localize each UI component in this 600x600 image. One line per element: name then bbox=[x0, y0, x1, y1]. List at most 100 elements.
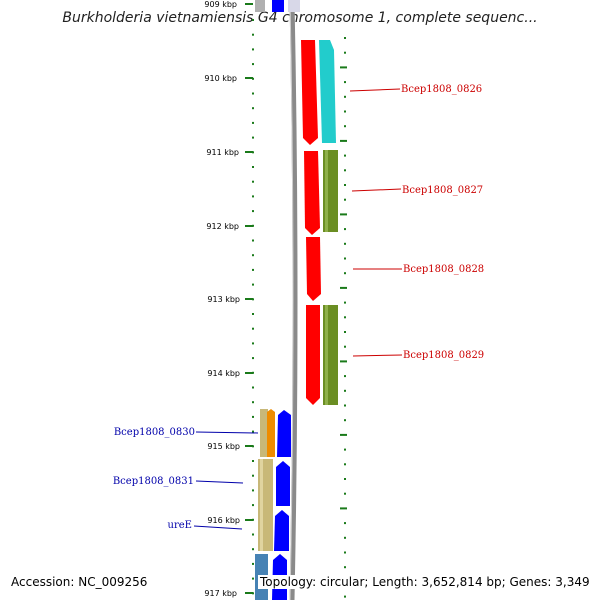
minor-tick bbox=[252, 562, 254, 565]
minor-tick bbox=[252, 239, 254, 242]
minor-tick bbox=[344, 272, 346, 275]
minor-tick bbox=[252, 107, 254, 110]
minor-tick bbox=[344, 566, 346, 569]
gene-Bcep1808_0826-red[interactable] bbox=[301, 40, 318, 145]
minor-tick bbox=[344, 463, 346, 466]
gene-feature-top-blue[interactable] bbox=[272, 0, 284, 12]
minor-tick bbox=[252, 357, 254, 360]
minor-tick bbox=[252, 415, 254, 418]
minor-tick bbox=[344, 478, 346, 480]
gene-label-Bcep1808_0826[interactable]: Bcep1808_0826 bbox=[401, 84, 482, 95]
accession-text: Accession: NC_009256 bbox=[9, 575, 150, 589]
minor-tick bbox=[344, 228, 346, 231]
minor-tick bbox=[340, 360, 347, 363]
minor-tick bbox=[252, 342, 254, 345]
minor-tick bbox=[344, 389, 346, 392]
minor-tick bbox=[344, 536, 346, 539]
minor-tick bbox=[344, 492, 346, 495]
minor-tick bbox=[344, 184, 346, 186]
minor-tick bbox=[344, 125, 346, 128]
gene-blue-2[interactable] bbox=[276, 461, 290, 506]
minor-tick bbox=[252, 504, 254, 507]
minor-tick bbox=[252, 268, 254, 271]
gene-feature-top-grey[interactable] bbox=[255, 0, 265, 12]
minor-tick bbox=[252, 577, 254, 580]
minor-tick bbox=[252, 489, 254, 492]
minor-tick bbox=[252, 92, 254, 95]
minor-tick bbox=[344, 331, 346, 333]
minor-tick bbox=[252, 121, 254, 124]
minor-tick bbox=[252, 386, 254, 389]
minor-tick bbox=[344, 51, 346, 54]
minor-tick bbox=[340, 139, 347, 142]
minor-tick bbox=[344, 345, 346, 348]
gene-label-Bcep1808_0828[interactable]: Bcep1808_0828 bbox=[403, 264, 484, 275]
minor-tick bbox=[344, 316, 346, 319]
minor-tick bbox=[252, 48, 254, 51]
gene-Bcep1808_0830-orange[interactable] bbox=[267, 409, 275, 457]
minor-tick bbox=[252, 327, 254, 330]
minor-tick bbox=[252, 474, 254, 477]
minor-tick bbox=[344, 257, 346, 260]
minor-tick bbox=[344, 154, 346, 157]
scale-minor-ticks-left bbox=[252, 19, 254, 595]
minor-tick bbox=[252, 548, 254, 551]
minor-tick bbox=[252, 19, 254, 21]
gene-label-ureE[interactable]: ureE bbox=[168, 520, 192, 531]
gene-blue-3[interactable] bbox=[274, 510, 289, 551]
gene-label-Bcep1808_0831[interactable]: Bcep1808_0831 bbox=[113, 476, 194, 487]
minor-tick bbox=[344, 375, 346, 378]
minor-tick bbox=[252, 180, 254, 183]
minor-tick bbox=[252, 254, 254, 257]
gene-Bcep1808_0829-red[interactable] bbox=[306, 305, 320, 405]
minor-tick bbox=[344, 169, 346, 172]
tick-label-912: 912 kbp bbox=[206, 222, 239, 231]
gene-feature-top-grey2[interactable] bbox=[288, 0, 300, 12]
map-title: Burkholderia vietnamiensis G4 chromosome… bbox=[62, 10, 538, 26]
gene-label-Bcep1808_0829[interactable]: Bcep1808_0829 bbox=[403, 350, 484, 361]
minor-tick bbox=[344, 301, 346, 304]
minor-tick bbox=[252, 33, 254, 36]
minor-tick bbox=[344, 37, 346, 39]
minor-tick bbox=[340, 433, 347, 436]
minor-tick bbox=[340, 286, 347, 289]
tick-label-915: 915 kbp bbox=[207, 442, 240, 451]
minor-tick bbox=[340, 507, 347, 510]
chromosome-backbone bbox=[289, 0, 298, 600]
minor-tick bbox=[344, 404, 346, 407]
gene-Bcep1808_0830-tan[interactable] bbox=[260, 409, 268, 457]
minor-tick bbox=[252, 401, 254, 404]
tick-label-913: 913 kbp bbox=[207, 295, 240, 304]
minor-tick bbox=[344, 95, 346, 98]
minor-tick bbox=[344, 419, 346, 422]
gene-Bcep1808_0828-red[interactable] bbox=[306, 237, 321, 301]
minor-tick bbox=[252, 430, 254, 433]
gene-blue-1[interactable] bbox=[277, 410, 291, 457]
gene-Bcep1808_0826-cyan[interactable] bbox=[319, 40, 336, 143]
minor-tick bbox=[252, 166, 254, 168]
minor-tick bbox=[252, 313, 254, 315]
tick-label-917: 917 kbp bbox=[204, 589, 237, 598]
gene-label-Bcep1808_0827[interactable]: Bcep1808_0827 bbox=[402, 185, 483, 196]
minor-tick bbox=[340, 213, 347, 216]
tick-label-911: 911 kbp bbox=[206, 148, 239, 157]
minor-tick bbox=[344, 110, 346, 113]
minor-tick bbox=[344, 551, 346, 554]
tick-label-916: 916 kbp bbox=[207, 516, 240, 525]
gene-Bcep1808_0827-red[interactable] bbox=[304, 151, 320, 235]
minor-tick bbox=[252, 63, 254, 66]
minor-tick bbox=[344, 198, 346, 201]
scale-minor-ticks-right bbox=[340, 37, 347, 598]
topology-summary: Topology: circular; Length: 3,652,814 bp… bbox=[258, 575, 592, 589]
scale-major-ticks: 909 kbp 910 kbp 911 kbp 912 kbp 913 kbp … bbox=[204, 0, 253, 598]
minor-tick bbox=[340, 66, 347, 69]
minor-tick bbox=[252, 460, 254, 462]
chromosome-backbone-highlight bbox=[289, 0, 294, 600]
tick-label-909: 909 kbp bbox=[204, 0, 237, 9]
minor-tick bbox=[252, 533, 254, 536]
minor-tick bbox=[344, 595, 346, 598]
tick-label-914: 914 kbp bbox=[207, 369, 240, 378]
minor-tick bbox=[252, 210, 254, 213]
gene-label-Bcep1808_0830[interactable]: Bcep1808_0830 bbox=[114, 427, 195, 438]
